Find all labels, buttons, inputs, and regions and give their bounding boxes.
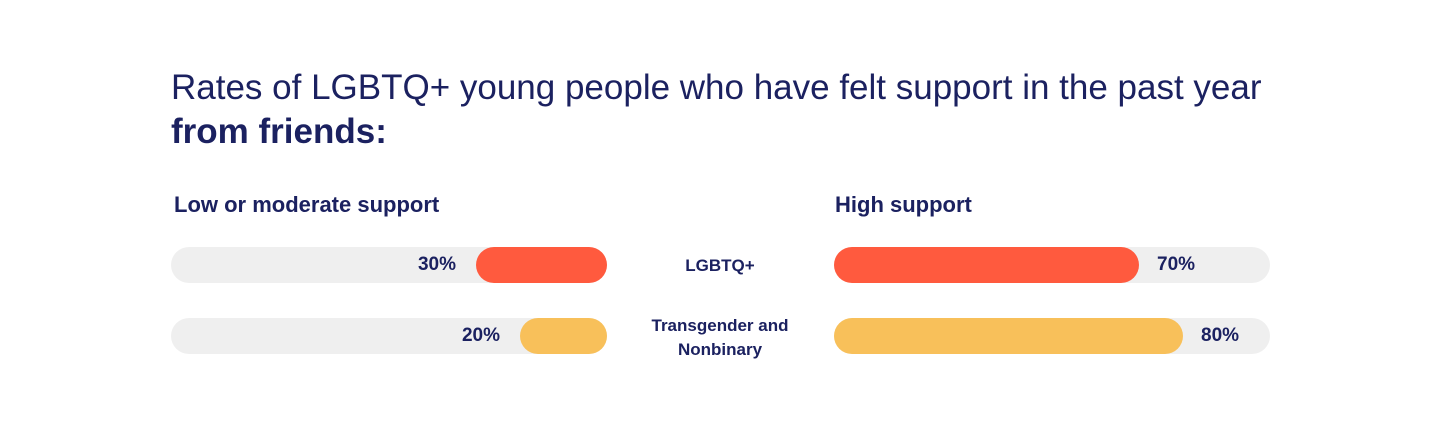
high-support-heading: High support [835, 192, 972, 217]
chart-title: Rates of LGBTQ+ young people who have fe… [171, 66, 1271, 154]
high-value-lgbtq: 70% [1157, 254, 1196, 275]
title-emphasis: from friends: [171, 112, 387, 151]
high-value-tnb: 80% [1201, 325, 1240, 346]
high-track-tnb [834, 318, 1270, 354]
low-support-heading: Low or moderate support [174, 192, 440, 217]
low-value-tnb: 20% [461, 325, 500, 346]
high-track-lgbtq [834, 247, 1270, 283]
low-track-tnb [171, 318, 607, 354]
low-track-lgbtq [171, 247, 607, 283]
title-prefix: Rates of LGBTQ+ young people who have fe… [171, 68, 1262, 107]
high-bar-tnb [834, 318, 1183, 354]
category-label-lgbtq: LGBTQ+ [685, 256, 755, 275]
low-bar-lgbtq [476, 247, 607, 283]
low-value-lgbtq: 30% [417, 254, 456, 275]
category-label-tnb: Transgender and Nonbinary [651, 316, 789, 359]
high-bar-lgbtq [834, 247, 1139, 283]
low-bar-tnb [520, 318, 607, 354]
